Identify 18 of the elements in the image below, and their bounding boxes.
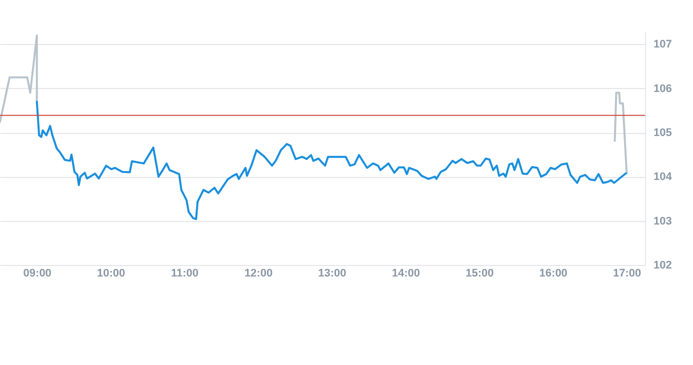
line-series	[614, 92, 628, 173]
x-tick-label: 14:00	[392, 268, 420, 280]
x-tick-label: 16:00	[539, 268, 568, 280]
y-tick-label: 102	[654, 260, 672, 272]
x-tick-label: 17:00	[613, 268, 642, 280]
x-tick-label: 09:00	[23, 268, 52, 280]
y-tick-label: 105	[654, 127, 672, 140]
x-tick-label: 11:00	[171, 268, 199, 280]
x-tick-label: 12:00	[244, 268, 273, 280]
x-tick-label: 10:00	[97, 268, 126, 280]
y-tick-label: 106	[654, 82, 672, 95]
line-series	[36, 100, 628, 220]
y-tick-label: 107	[654, 38, 672, 51]
y-tick-label: 104	[654, 171, 673, 184]
y-tick-label: 103	[654, 215, 672, 228]
x-tick-label: 13:00	[318, 268, 346, 280]
line-series	[0, 34, 38, 123]
x-tick-label: 15:00	[466, 268, 494, 280]
